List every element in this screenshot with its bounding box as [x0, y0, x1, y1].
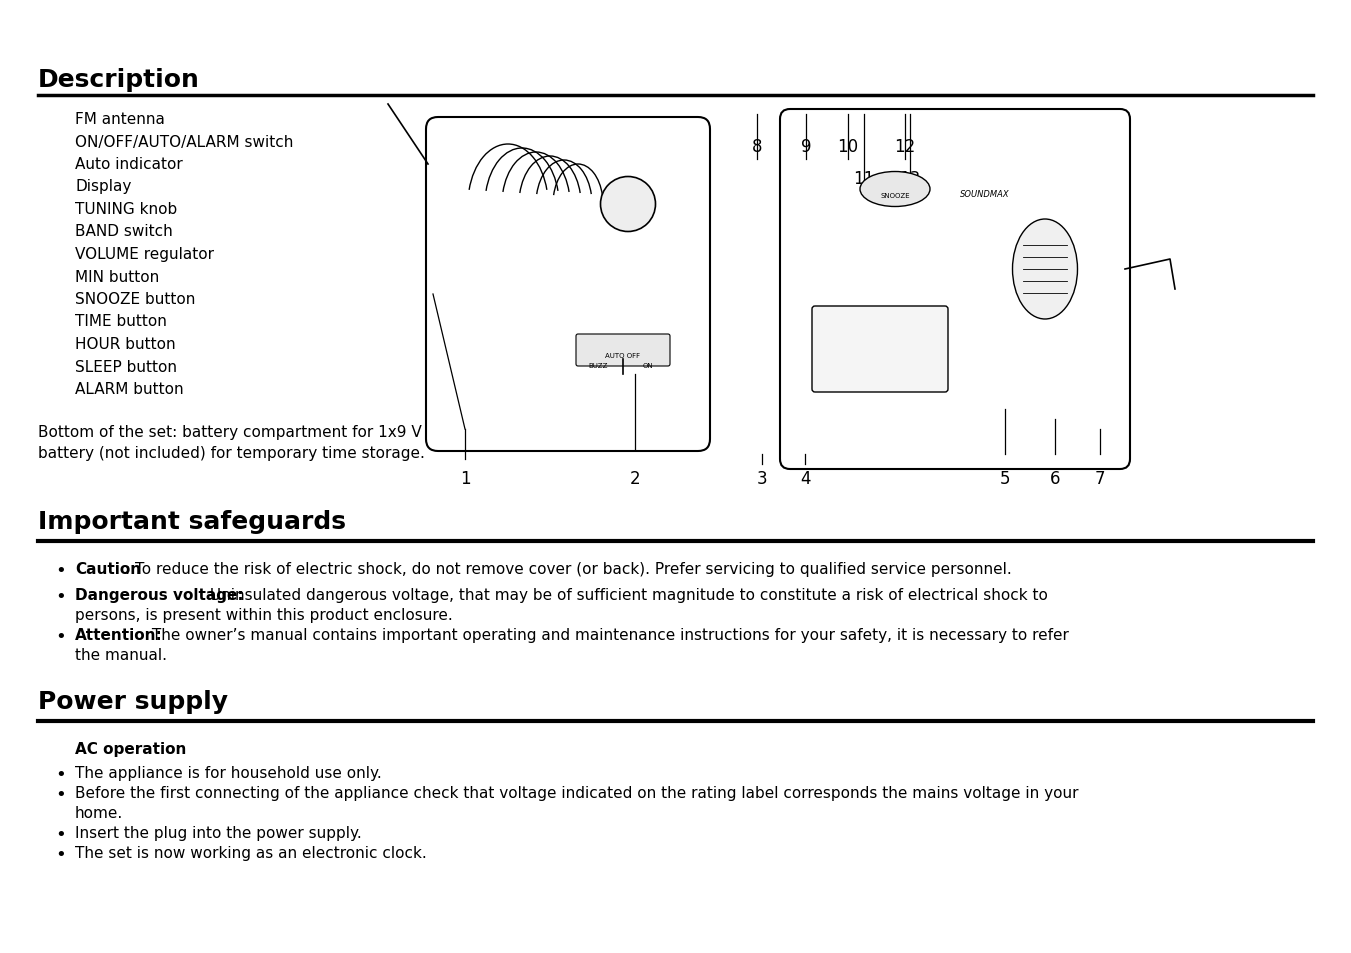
Text: AUTO OFF: AUTO OFF — [605, 353, 640, 358]
Text: 2: 2 — [630, 470, 640, 488]
Text: Before the first connecting of the appliance check that voltage indicated on the: Before the first connecting of the appli… — [76, 785, 1078, 801]
FancyBboxPatch shape — [780, 110, 1129, 470]
Text: Insert the plug into the power supply.: Insert the plug into the power supply. — [76, 825, 362, 841]
Text: The set is now working as an electronic clock.: The set is now working as an electronic … — [76, 845, 427, 861]
Text: Bottom of the set: battery compartment for 1x9 V: Bottom of the set: battery compartment f… — [38, 424, 422, 439]
Text: •: • — [55, 825, 66, 843]
Text: •: • — [55, 765, 66, 783]
Text: TUNING knob: TUNING knob — [76, 202, 177, 216]
Text: Attention:: Attention: — [76, 627, 162, 642]
Text: ALARM button: ALARM button — [76, 381, 184, 396]
Text: MIN button: MIN button — [76, 269, 159, 284]
FancyBboxPatch shape — [576, 335, 670, 367]
Text: 7: 7 — [1094, 470, 1105, 488]
Text: VOLUME regulator: VOLUME regulator — [76, 247, 213, 262]
FancyBboxPatch shape — [812, 307, 948, 393]
Text: TIME button: TIME button — [76, 314, 168, 329]
Text: 13: 13 — [900, 170, 920, 188]
Text: •: • — [55, 587, 66, 605]
Text: BUZZ: BUZZ — [588, 363, 608, 369]
Text: SNOOZE button: SNOOZE button — [76, 292, 196, 307]
FancyBboxPatch shape — [426, 118, 711, 452]
Text: •: • — [55, 561, 66, 579]
Text: •: • — [55, 785, 66, 803]
Text: Auto indicator: Auto indicator — [76, 157, 182, 172]
Text: 4: 4 — [800, 470, 811, 488]
Text: 9: 9 — [801, 138, 811, 156]
Text: ON: ON — [643, 363, 654, 369]
Text: battery (not included) for temporary time storage.: battery (not included) for temporary tim… — [38, 446, 424, 461]
Text: 5: 5 — [1000, 470, 1011, 488]
Text: 6: 6 — [1050, 470, 1061, 488]
Text: The owner’s manual contains important operating and maintenance instructions for: The owner’s manual contains important op… — [147, 627, 1069, 642]
Text: Description: Description — [38, 68, 200, 91]
Text: SNOOZE: SNOOZE — [881, 193, 909, 199]
Text: •: • — [55, 627, 66, 645]
Text: 12: 12 — [894, 138, 916, 156]
Text: persons, is present within this product enclosure.: persons, is present within this product … — [76, 607, 453, 622]
Text: Display: Display — [76, 179, 131, 194]
Text: Important safeguards: Important safeguards — [38, 510, 346, 534]
Text: : To reduce the risk of electric shock, do not remove cover (or back). Prefer se: : To reduce the risk of electric shock, … — [126, 561, 1012, 577]
Text: Caution: Caution — [76, 561, 141, 577]
Text: 11: 11 — [854, 170, 874, 188]
Text: FM antenna: FM antenna — [76, 112, 165, 127]
Text: •: • — [55, 845, 66, 863]
Text: 3: 3 — [757, 470, 767, 488]
Text: ON/OFF/AUTO/ALARM switch: ON/OFF/AUTO/ALARM switch — [76, 134, 293, 150]
Ellipse shape — [861, 172, 929, 208]
Text: SLEEP button: SLEEP button — [76, 359, 177, 375]
Text: AC operation: AC operation — [76, 741, 186, 757]
Text: 10: 10 — [838, 138, 859, 156]
Text: Uninsulated dangerous voltage, that may be of sufficient magnitude to constitute: Uninsulated dangerous voltage, that may … — [204, 587, 1047, 602]
Ellipse shape — [600, 177, 655, 233]
Ellipse shape — [1012, 220, 1078, 319]
Text: BAND switch: BAND switch — [76, 224, 173, 239]
Text: 1: 1 — [459, 470, 470, 488]
Text: The appliance is for household use only.: The appliance is for household use only. — [76, 765, 382, 781]
Text: the manual.: the manual. — [76, 647, 168, 662]
Text: home.: home. — [76, 805, 123, 821]
Text: 8: 8 — [751, 138, 762, 156]
Text: HOUR button: HOUR button — [76, 336, 176, 352]
Text: Dangerous voltage:: Dangerous voltage: — [76, 587, 243, 602]
Text: Power supply: Power supply — [38, 689, 228, 713]
Text: SOUNDMAX: SOUNDMAX — [961, 190, 1009, 199]
